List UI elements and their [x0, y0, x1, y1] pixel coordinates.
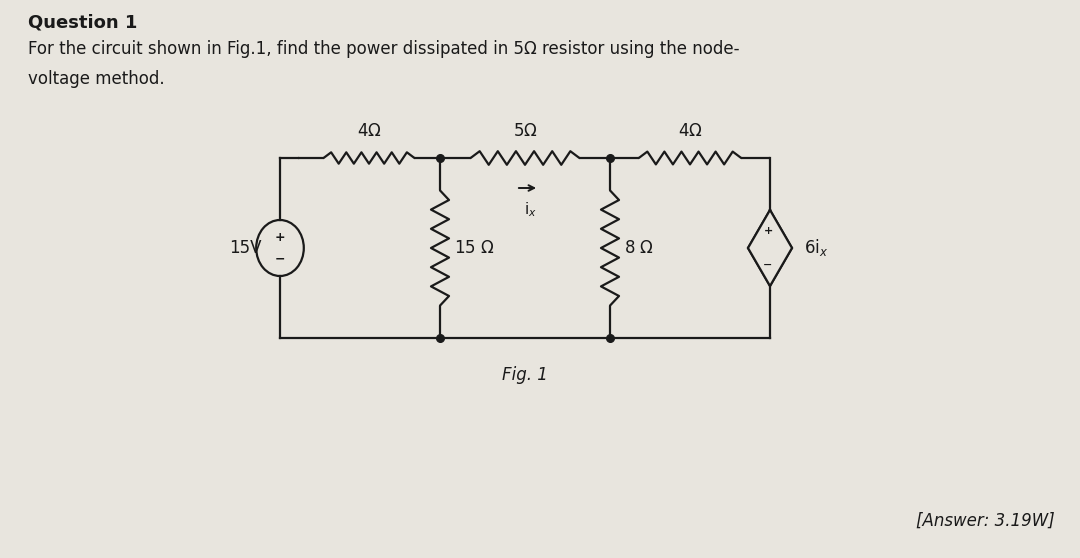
Text: −: − [764, 260, 772, 270]
Text: 15 $\Omega$: 15 $\Omega$ [454, 239, 495, 257]
Text: For the circuit shown in Fig.1, find the power dissipated in 5Ω resistor using t: For the circuit shown in Fig.1, find the… [28, 40, 740, 58]
Text: 6i$_x$: 6i$_x$ [804, 238, 828, 258]
Text: Fig. 1: Fig. 1 [502, 366, 548, 384]
Text: 4$\Omega$: 4$\Omega$ [356, 122, 381, 140]
Text: Question 1: Question 1 [28, 13, 137, 31]
Text: i$_x$: i$_x$ [524, 200, 537, 219]
Text: [Answer: 3.19W]: [Answer: 3.19W] [916, 512, 1055, 530]
Text: 4$\Omega$: 4$\Omega$ [677, 122, 702, 140]
Text: +: + [764, 226, 772, 236]
Text: 15V: 15V [229, 239, 262, 257]
Text: +: + [274, 231, 285, 244]
Text: voltage method.: voltage method. [28, 70, 164, 88]
Text: −: − [274, 252, 285, 265]
Text: 5$\Omega$: 5$\Omega$ [513, 122, 538, 140]
Text: 8 $\Omega$: 8 $\Omega$ [624, 239, 654, 257]
Polygon shape [748, 210, 792, 286]
